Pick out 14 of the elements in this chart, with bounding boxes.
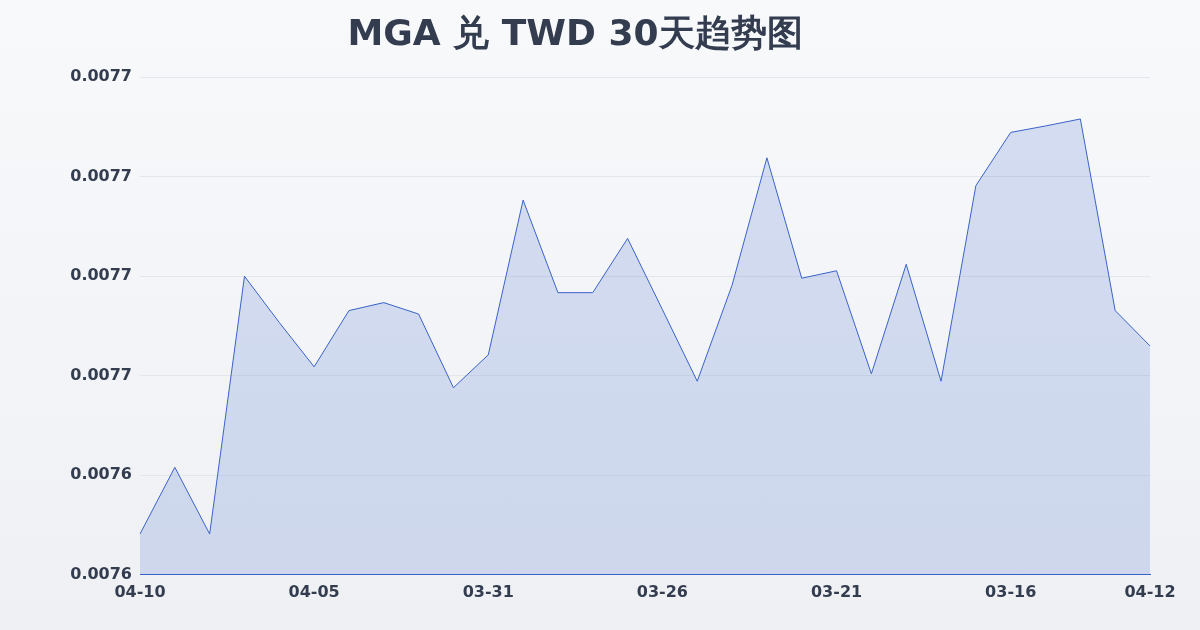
y-tick-label: 0.0077 xyxy=(70,165,132,185)
y-tick-label: 0.0077 xyxy=(70,364,132,384)
y-tick-label: 0.0077 xyxy=(70,265,132,285)
x-tick-label: 03-16 xyxy=(985,581,1037,601)
y-tick-label: 0.0077 xyxy=(70,66,132,86)
x-tick-label: 04-12 xyxy=(1124,581,1176,601)
x-tick-label: 04-10 xyxy=(114,581,166,601)
y-tick-label: 0.0076 xyxy=(70,464,132,484)
x-tick-label: 03-21 xyxy=(810,581,863,601)
x-tick-label: 04-05 xyxy=(288,581,340,601)
x-tick-label: 03-26 xyxy=(636,581,688,601)
x-tick-label: 03-31 xyxy=(462,581,514,601)
chart-title: MGA 兑 TWD 30天趋势图 xyxy=(347,11,803,53)
y-tick-label: 0.0076 xyxy=(70,563,132,583)
